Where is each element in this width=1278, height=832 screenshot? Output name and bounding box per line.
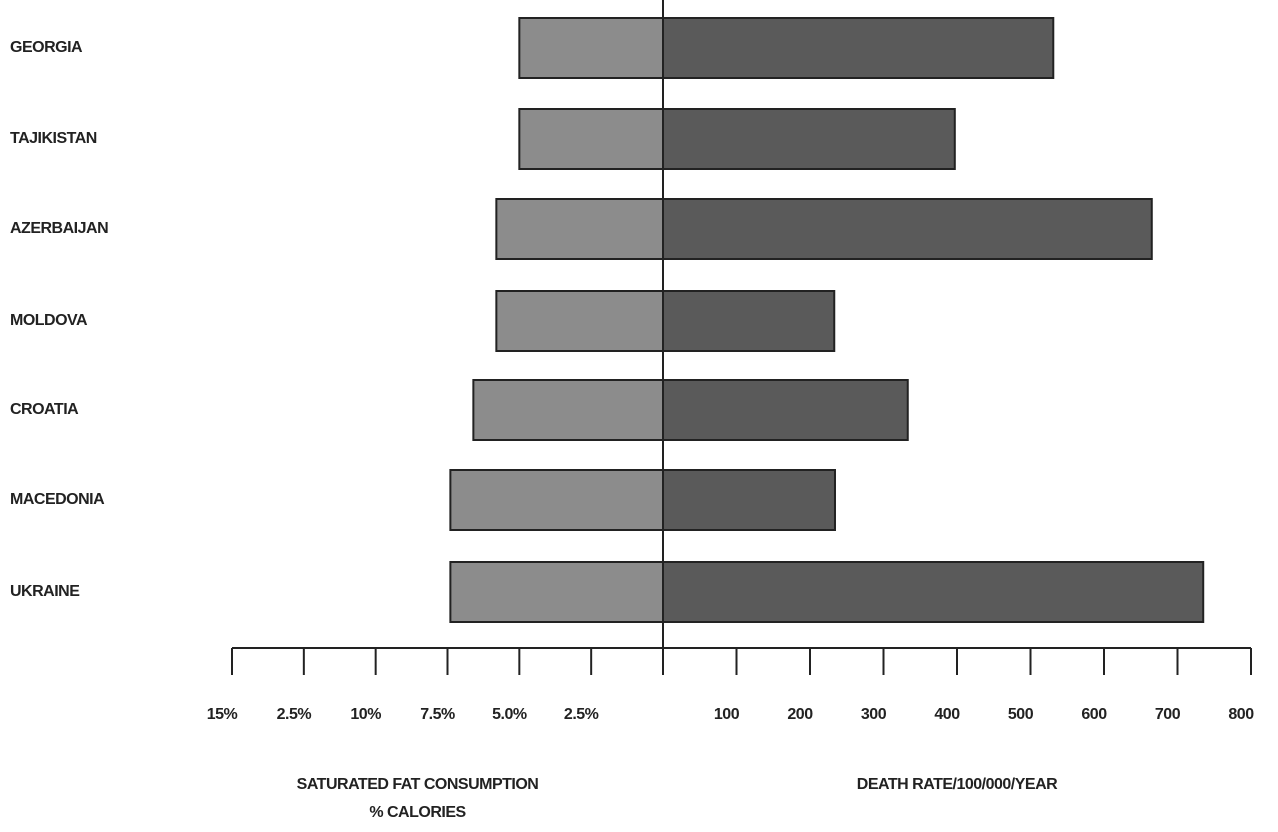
bar: [662, 469, 836, 531]
bar: [518, 17, 664, 79]
bar: [518, 108, 664, 170]
x-tick-label: 200: [787, 706, 813, 723]
x-tick-label: 2.5%: [277, 706, 312, 723]
x-tick-label: 100: [714, 706, 740, 723]
category-label: UKRAINE: [10, 583, 80, 600]
bar: [495, 290, 665, 352]
x-tick-label: 2.5%: [564, 706, 599, 723]
x-tick-label: 5.0%: [492, 706, 527, 723]
x-tick-label: 7.5%: [420, 706, 455, 723]
category-label: GEORGIA: [10, 39, 83, 56]
category-label: TAJIKISTAN: [10, 130, 97, 147]
x-tick-label: 400: [934, 706, 960, 723]
x-tick-label: 800: [1228, 706, 1254, 723]
bar: [495, 198, 665, 260]
x-tick-label: 15%: [207, 706, 238, 723]
bar: [449, 469, 664, 531]
bar: [449, 561, 664, 623]
bar: [662, 108, 956, 170]
bar: [662, 198, 1153, 260]
category-label: MACEDONIA: [10, 491, 105, 508]
x-tick-label: 500: [1008, 706, 1034, 723]
category-label: AZERBAIJAN: [10, 220, 108, 237]
axis-label: DEATH RATE/100/000/YEAR: [857, 776, 1058, 793]
category-label: MOLDOVA: [10, 312, 88, 329]
axis-label: SATURATED FAT CONSUMPTION: [297, 776, 539, 793]
category-label: CROATIA: [10, 401, 79, 418]
bar: [662, 17, 1055, 79]
bar: [472, 379, 664, 441]
axis-label: % CALORIES: [369, 804, 466, 821]
x-tick-label: 600: [1081, 706, 1107, 723]
x-tick-label: 300: [861, 706, 887, 723]
bar: [662, 561, 1205, 623]
x-tick-label: 700: [1155, 706, 1181, 723]
bar: [662, 379, 909, 441]
bar: [662, 290, 836, 352]
x-tick-label: 10%: [350, 706, 381, 723]
